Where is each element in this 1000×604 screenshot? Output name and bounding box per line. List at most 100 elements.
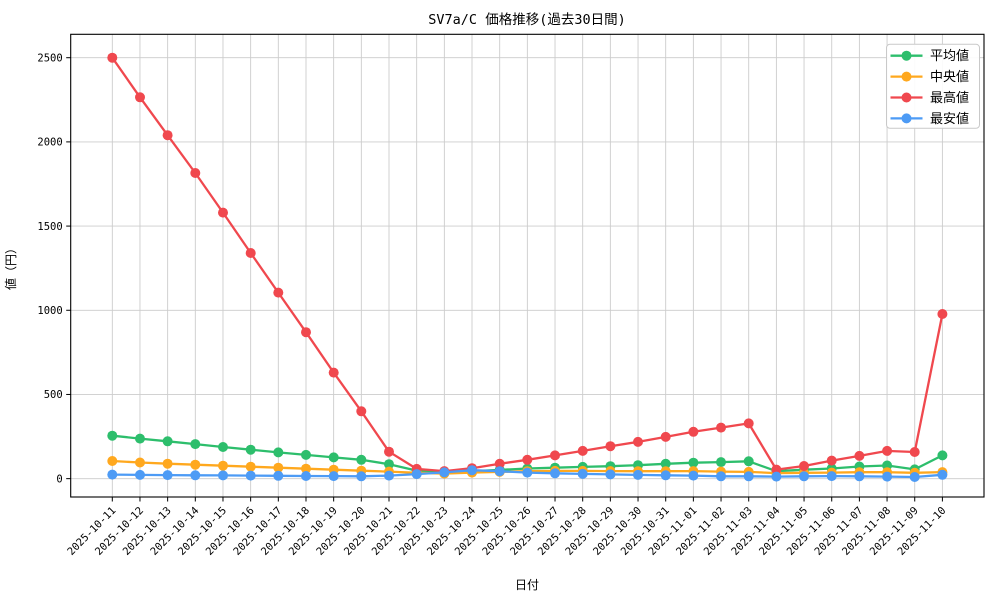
data-point-min xyxy=(107,469,118,480)
data-point-min xyxy=(660,470,671,481)
y-tick-label: 0 xyxy=(56,473,62,485)
legend-label-max: 最高値 xyxy=(930,90,969,106)
data-point-average xyxy=(356,454,367,465)
data-point-min xyxy=(301,471,311,481)
data-point-max xyxy=(107,52,118,63)
data-point-max xyxy=(245,248,256,258)
legend-label-min: 最安値 xyxy=(930,111,969,127)
y-tick-label: 500 xyxy=(44,389,63,401)
data-point-max xyxy=(301,327,311,338)
data-point-max xyxy=(162,130,173,141)
series-min xyxy=(107,465,948,482)
data-point-max xyxy=(273,287,284,298)
data-point-min xyxy=(439,467,450,478)
data-point-average xyxy=(162,436,173,447)
data-point-max xyxy=(771,464,782,475)
data-point-min xyxy=(826,471,837,482)
series-max xyxy=(107,52,948,477)
legend-label-median: 中央値 xyxy=(930,69,969,85)
data-point-median xyxy=(190,459,201,470)
legend-marker-min xyxy=(901,113,912,124)
data-point-average xyxy=(937,450,948,461)
data-point-max xyxy=(356,406,367,417)
legend-box xyxy=(886,43,980,129)
data-point-min xyxy=(273,470,284,481)
data-point-max xyxy=(190,168,201,178)
data-point-median xyxy=(135,457,145,468)
data-point-min xyxy=(633,469,643,480)
legend-item-min: 最安値 xyxy=(890,111,969,127)
y-axis-ticks: 0 500 1000 1500 2000 2500 xyxy=(37,52,71,485)
data-point-min xyxy=(909,472,920,482)
data-point-max xyxy=(854,450,865,461)
data-point-average xyxy=(716,457,726,468)
data-point-min xyxy=(799,471,809,482)
data-point-min xyxy=(356,471,367,482)
data-point-min xyxy=(605,469,616,480)
data-point-median xyxy=(218,460,228,471)
data-point-max xyxy=(522,454,533,465)
data-point-min xyxy=(384,470,394,481)
data-point-min xyxy=(771,471,782,482)
y-tick-label: 2500 xyxy=(37,52,62,64)
data-point-min xyxy=(190,470,201,481)
data-point-min xyxy=(411,469,422,480)
legend-marker-average xyxy=(901,50,912,61)
data-point-min xyxy=(328,471,339,482)
data-point-average xyxy=(135,433,145,444)
data-point-max xyxy=(743,418,754,429)
grid-lines xyxy=(70,34,984,497)
data-point-min xyxy=(135,469,145,480)
data-point-average xyxy=(273,447,284,458)
data-point-average xyxy=(384,459,394,470)
data-point-max xyxy=(799,461,809,471)
y-tick-label: 1000 xyxy=(37,305,62,317)
data-point-min xyxy=(218,470,228,481)
data-point-max xyxy=(909,447,920,457)
data-point-min xyxy=(245,470,256,481)
data-point-max xyxy=(882,445,893,456)
data-point-max xyxy=(550,450,560,461)
data-point-average xyxy=(660,458,671,469)
legend-item-median: 中央値 xyxy=(890,69,969,85)
data-point-average xyxy=(218,442,228,452)
legend-marker-max xyxy=(901,92,912,103)
data-point-median xyxy=(273,462,284,473)
data-point-median xyxy=(107,456,118,466)
legend-label-average: 平均値 xyxy=(930,48,969,64)
data-point-max xyxy=(633,436,643,447)
data-point-min xyxy=(467,465,477,476)
y-tick-label: 1500 xyxy=(37,221,62,233)
data-point-max xyxy=(605,441,616,452)
data-point-min xyxy=(494,466,505,477)
x-axis-label: 日付 xyxy=(515,578,539,592)
y-axis-label: 値（円） xyxy=(3,242,18,290)
legend-item-max: 最高値 xyxy=(890,90,969,106)
data-point-max xyxy=(384,446,394,457)
legend-marker-median xyxy=(901,71,912,82)
data-point-min xyxy=(522,467,533,478)
data-point-average xyxy=(107,430,118,441)
data-point-max xyxy=(218,207,228,218)
data-point-max xyxy=(577,445,588,456)
data-point-average xyxy=(688,457,699,468)
data-point-min xyxy=(577,468,588,479)
data-point-max xyxy=(688,426,699,437)
data-point-max xyxy=(716,422,726,433)
data-point-median xyxy=(245,461,256,472)
y-tick-label: 2000 xyxy=(37,137,62,149)
data-point-min xyxy=(716,471,726,482)
data-point-min xyxy=(688,470,699,481)
data-point-max xyxy=(937,309,948,319)
x-axis-ticks: 2025-10-112025-10-122025-10-132025-10-14… xyxy=(65,497,949,558)
data-point-average xyxy=(245,444,256,455)
data-point-min xyxy=(550,468,560,479)
data-point-min xyxy=(882,471,893,482)
data-point-median xyxy=(301,463,311,474)
data-series xyxy=(107,52,948,482)
data-point-average xyxy=(190,439,201,450)
legend-item-average: 平均値 xyxy=(890,48,969,64)
data-point-max xyxy=(826,455,837,466)
